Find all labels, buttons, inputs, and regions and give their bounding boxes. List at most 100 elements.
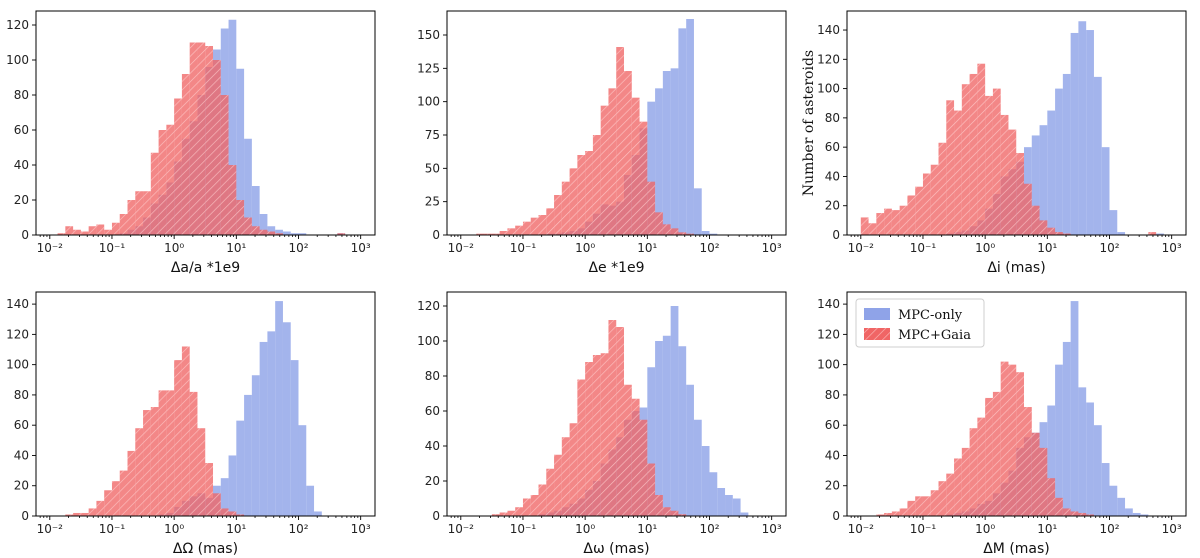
bars-a bbox=[57, 19, 346, 235]
mpc-gaia-bar-hatch bbox=[476, 233, 485, 235]
mpc-gaia-bar-hatch bbox=[166, 390, 175, 516]
bars-omega bbox=[491, 306, 749, 516]
mpc-gaia-bar-hatch bbox=[150, 407, 159, 516]
x-tick-label: 10¹ bbox=[226, 241, 246, 255]
y-tick-label: 80 bbox=[14, 88, 29, 102]
mpc-gaia-bar-hatch bbox=[189, 42, 198, 235]
y-axis-label: Number of asteroids bbox=[801, 50, 817, 196]
mpc-gaia-bar-hatch bbox=[150, 152, 159, 235]
mpc-gaia-bar-hatch bbox=[686, 233, 694, 235]
mpc-only-bar bbox=[314, 511, 322, 516]
mpc-gaia-bar-hatch bbox=[484, 233, 492, 235]
bars-M bbox=[876, 301, 1149, 516]
x-tick-label: 10² bbox=[699, 241, 719, 255]
mpc-gaia-bar-hatch bbox=[80, 231, 89, 235]
y-tick-label: 125 bbox=[417, 61, 440, 75]
mpc-gaia-bar-hatch bbox=[608, 88, 617, 235]
mpc-gaia-bar-hatch bbox=[1039, 447, 1048, 516]
y-tick-label: 60 bbox=[14, 123, 29, 137]
mpc-gaia-bar-hatch bbox=[166, 124, 175, 235]
mpc-only-bar bbox=[267, 331, 276, 516]
mpc-only-bar bbox=[1109, 485, 1118, 516]
mpc-gaia-bar-hatch bbox=[577, 379, 586, 516]
x-tick-label: 10⁻² bbox=[37, 241, 64, 255]
mpc-only-bar bbox=[251, 375, 260, 516]
mpc-gaia-bar-hatch bbox=[267, 231, 276, 235]
mpc-only-bar bbox=[1101, 463, 1110, 516]
mpc-gaia-bar-hatch bbox=[236, 514, 245, 516]
x-axis-label: ΔM (mas) bbox=[983, 541, 1050, 557]
mpc-gaia-bar-hatch bbox=[1031, 432, 1040, 516]
mpc-gaia-bar-hatch bbox=[899, 205, 908, 235]
mpc-gaia-bar-hatch bbox=[655, 212, 663, 235]
mpc-gaia-bar-hatch bbox=[662, 507, 671, 516]
bars-i bbox=[860, 21, 1164, 235]
mpc-only-bar bbox=[236, 68, 245, 235]
mpc-gaia-bar-hatch bbox=[639, 419, 648, 516]
mpc-gaia-bar-hatch bbox=[1047, 478, 1056, 516]
mpc-gaia-bar-hatch bbox=[158, 390, 167, 516]
y-tick-label: 20 bbox=[14, 479, 29, 493]
mpc-only-bar bbox=[275, 301, 283, 516]
mpc-only-bar bbox=[1062, 73, 1071, 235]
mpc-gaia-bar-hatch bbox=[600, 105, 609, 235]
mpc-only-bar bbox=[1125, 508, 1133, 516]
mpc-gaia-bar-hatch bbox=[647, 463, 656, 516]
mpc-gaia-bar-hatch bbox=[585, 362, 593, 516]
mpc-gaia-bar-hatch bbox=[65, 514, 74, 516]
mpc-only-bar bbox=[275, 229, 283, 235]
mpc-gaia-bar-hatch bbox=[600, 353, 609, 516]
mpc-only-bar bbox=[662, 71, 671, 235]
mpc-gaia-bar-hatch bbox=[1000, 361, 1009, 516]
mpc-gaia-bar-hatch bbox=[127, 200, 136, 235]
x-tick-label: 10⁻² bbox=[848, 241, 875, 255]
mpc-gaia-bar-hatch bbox=[907, 500, 916, 516]
mpc-gaia-bar-hatch bbox=[1070, 511, 1079, 516]
mpc-only-bar bbox=[244, 394, 252, 516]
x-tick-label: 10² bbox=[288, 241, 308, 255]
mpc-gaia-bar-hatch bbox=[205, 46, 214, 235]
mpc-gaia-bar-hatch bbox=[624, 384, 632, 516]
x-tick-label: 10¹ bbox=[1037, 241, 1057, 255]
mpc-gaia-bar-hatch bbox=[1008, 129, 1017, 235]
mpc-gaia-bar-hatch bbox=[907, 195, 916, 235]
y-tick-label: 100 bbox=[6, 53, 29, 67]
mpc-gaia-bar-hatch bbox=[1024, 183, 1032, 235]
mpc-gaia-bar-hatch bbox=[205, 463, 214, 516]
y-tick-label: 100 bbox=[817, 82, 840, 96]
mpc-gaia-bar-hatch bbox=[938, 142, 947, 235]
mpc-gaia-bar-hatch bbox=[662, 224, 671, 235]
x-tick-label: 10³ bbox=[762, 522, 782, 536]
mpc-gaia-bar-hatch bbox=[655, 495, 663, 516]
mpc-gaia-bar-hatch bbox=[259, 229, 268, 235]
mpc-only-bar bbox=[251, 186, 260, 235]
mpc-gaia-bar-hatch bbox=[236, 200, 245, 235]
mpc-gaia-bar-hatch bbox=[946, 100, 955, 235]
mpc-gaia-bar-hatch bbox=[915, 496, 923, 516]
mpc-gaia-bar-hatch bbox=[930, 490, 939, 516]
mpc-gaia-bar-hatch bbox=[1055, 497, 1063, 516]
mpc-gaia-bar-hatch bbox=[1016, 372, 1025, 516]
mpc-only-bar bbox=[717, 488, 726, 516]
y-tick-label: 0 bbox=[832, 228, 840, 242]
mpc-gaia-bar-hatch bbox=[73, 229, 81, 235]
y-tick-label: 0 bbox=[432, 228, 440, 242]
mpc-gaia-bar-hatch bbox=[507, 510, 516, 516]
mpc-only-bar bbox=[1031, 135, 1040, 235]
mpc-gaia-bar-hatch bbox=[197, 42, 206, 235]
x-tick-label: 10² bbox=[1099, 522, 1119, 536]
mpc-gaia-bar-hatch bbox=[111, 222, 120, 235]
x-tick-label: 10¹ bbox=[637, 241, 657, 255]
mpc-only-bar bbox=[267, 226, 276, 235]
mpc-gaia-bar-hatch bbox=[530, 495, 539, 516]
mpc-gaia-bar-hatch bbox=[104, 229, 112, 235]
mpc-only-bar bbox=[693, 419, 702, 516]
x-tick-label: 10¹ bbox=[226, 522, 246, 536]
y-tick-label: 25 bbox=[425, 195, 440, 209]
mpc-gaia-bar-hatch bbox=[119, 214, 128, 235]
mpc-only-bar bbox=[282, 322, 291, 516]
y-tick-label: 80 bbox=[14, 388, 29, 402]
y-tick-label: 140 bbox=[6, 297, 29, 311]
y-tick-label: 40 bbox=[825, 169, 840, 183]
